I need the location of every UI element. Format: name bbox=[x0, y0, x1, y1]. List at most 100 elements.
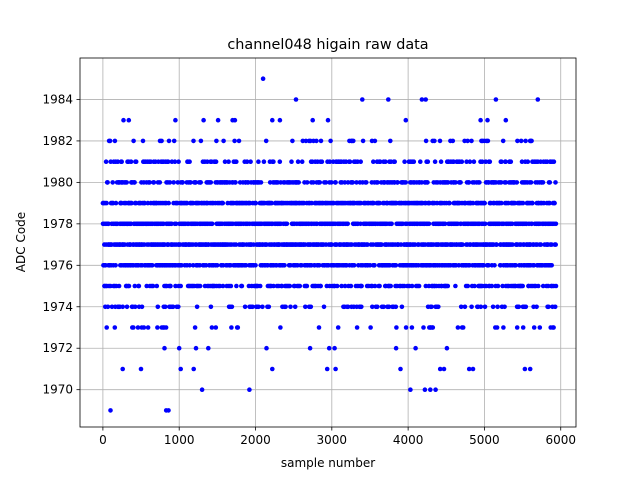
data-point bbox=[126, 283, 132, 289]
data-point bbox=[370, 304, 375, 310]
data-point bbox=[359, 283, 364, 289]
data-point bbox=[170, 304, 176, 310]
data-point bbox=[466, 366, 472, 372]
data-point bbox=[552, 200, 557, 206]
data-point bbox=[334, 283, 340, 289]
data-point bbox=[304, 180, 310, 185]
data-point bbox=[324, 366, 330, 372]
data-point bbox=[208, 304, 214, 310]
data-point bbox=[354, 180, 359, 185]
data-point bbox=[325, 117, 331, 123]
data-point bbox=[494, 325, 500, 330]
data-point bbox=[345, 221, 351, 227]
data-point bbox=[490, 304, 496, 310]
data-point bbox=[513, 263, 518, 268]
data-point bbox=[166, 408, 171, 413]
data-point bbox=[163, 304, 168, 310]
data-point bbox=[282, 263, 287, 268]
data-point bbox=[126, 117, 132, 123]
data-point bbox=[140, 138, 146, 144]
data-point bbox=[258, 180, 264, 185]
data-point bbox=[154, 283, 160, 289]
data-point bbox=[314, 138, 319, 144]
y-tick-label: 1984 bbox=[42, 92, 73, 106]
data-point bbox=[455, 325, 461, 330]
data-point bbox=[426, 221, 432, 227]
data-point bbox=[377, 159, 383, 164]
data-point bbox=[469, 304, 474, 310]
data-point bbox=[234, 159, 239, 164]
data-point bbox=[547, 180, 553, 185]
data-point bbox=[495, 304, 500, 310]
data-point bbox=[386, 97, 391, 102]
data-point bbox=[368, 325, 373, 330]
data-point bbox=[339, 283, 344, 289]
data-point bbox=[303, 138, 309, 144]
x-tick-label: 6000 bbox=[545, 433, 576, 447]
data-point bbox=[278, 325, 283, 330]
data-point bbox=[364, 180, 369, 185]
data-point bbox=[176, 345, 182, 351]
y-tick-label: 1980 bbox=[42, 175, 73, 189]
data-point bbox=[372, 283, 378, 289]
data-point bbox=[229, 325, 234, 330]
data-point bbox=[242, 304, 248, 310]
data-point bbox=[447, 200, 452, 206]
data-point bbox=[335, 325, 341, 330]
data-point bbox=[516, 304, 522, 310]
data-point bbox=[112, 138, 118, 144]
data-point bbox=[284, 221, 290, 227]
data-point bbox=[220, 200, 226, 206]
y-tick-label: 1972 bbox=[42, 341, 73, 355]
data-point bbox=[486, 263, 491, 268]
x-axis-label: sample number bbox=[281, 456, 375, 470]
data-point bbox=[293, 97, 299, 102]
data-point bbox=[166, 138, 172, 144]
data-point bbox=[132, 180, 137, 185]
data-point bbox=[214, 263, 220, 268]
data-point bbox=[124, 304, 130, 310]
data-point bbox=[445, 180, 451, 185]
data-point bbox=[292, 304, 298, 310]
data-point bbox=[518, 138, 524, 144]
data-point bbox=[221, 138, 226, 144]
data-point bbox=[214, 138, 219, 144]
data-point bbox=[552, 304, 558, 310]
data-point bbox=[482, 200, 488, 206]
data-point bbox=[411, 159, 417, 164]
data-point bbox=[430, 325, 436, 330]
data-point bbox=[173, 221, 179, 227]
data-point bbox=[209, 325, 215, 330]
data-point bbox=[421, 325, 426, 330]
data-point bbox=[535, 97, 541, 102]
data-point bbox=[501, 325, 506, 330]
data-point bbox=[176, 159, 181, 164]
data-point bbox=[295, 159, 301, 164]
data-point bbox=[536, 283, 541, 289]
plot-area-frame bbox=[79, 57, 577, 428]
data-point bbox=[553, 242, 558, 247]
data-point bbox=[409, 283, 415, 289]
data-point bbox=[205, 159, 210, 164]
data-point bbox=[236, 138, 242, 144]
data-point bbox=[229, 304, 235, 310]
data-point bbox=[553, 221, 559, 227]
x-tick-label: 1000 bbox=[164, 433, 195, 447]
data-point bbox=[323, 180, 329, 185]
y-tick-label: 1970 bbox=[42, 383, 73, 397]
data-point bbox=[193, 345, 199, 351]
data-point bbox=[203, 263, 209, 268]
data-point bbox=[220, 283, 226, 289]
data-point bbox=[485, 117, 490, 123]
data-point bbox=[500, 138, 506, 144]
data-point bbox=[120, 304, 125, 310]
data-point bbox=[537, 325, 543, 330]
data-point bbox=[551, 325, 556, 330]
data-point bbox=[437, 366, 443, 372]
data-point bbox=[409, 325, 415, 330]
data-point bbox=[199, 387, 205, 393]
data-point bbox=[403, 117, 409, 123]
data-point bbox=[393, 345, 399, 351]
data-point bbox=[150, 263, 155, 268]
